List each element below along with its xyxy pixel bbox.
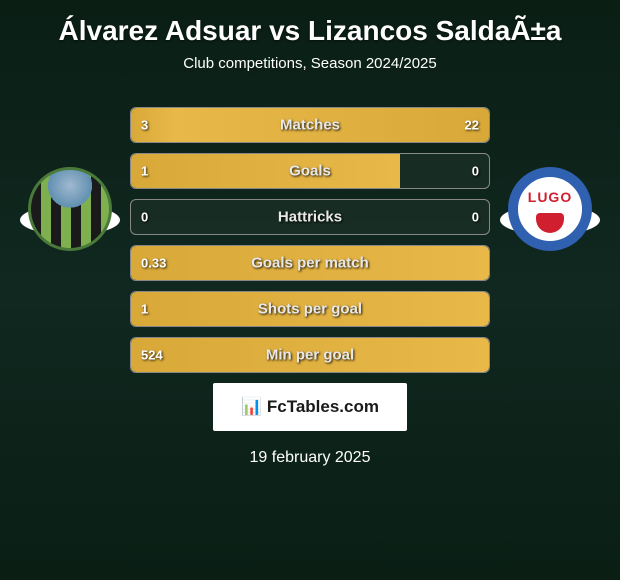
footer: FcTables.com 19 february 2025 (130, 383, 490, 467)
stat-fill-left (131, 154, 400, 188)
stat-bar: 1 Shots per goal (130, 291, 490, 327)
team-right-container (500, 167, 600, 267)
stat-row-shots-per-goal: 1 Shots per goal (130, 291, 490, 327)
stat-bar: 1 Goals 0 (130, 153, 490, 189)
date-text: 19 february 2025 (130, 449, 490, 467)
stat-value-left: 524 (141, 348, 163, 363)
stat-value-left: 0 (141, 210, 148, 225)
comparison-content: 3 Matches 22 1 Goals 0 0 Hattricks 0 (0, 77, 620, 487)
stat-label: Goals (289, 163, 331, 180)
brand-badge: FcTables.com (213, 383, 407, 431)
stat-value-left: 1 (141, 164, 148, 179)
page-title: Álvarez Adsuar vs Lizancos SaldaÃ±a (10, 15, 610, 47)
stats-container: 3 Matches 22 1 Goals 0 0 Hattricks 0 (130, 107, 490, 373)
stat-row-min-per-goal: 524 Min per goal (130, 337, 490, 373)
stat-value-left: 0.33 (141, 256, 166, 271)
team-left-container (20, 167, 120, 267)
stat-value-right: 0 (472, 164, 479, 179)
stat-label: Shots per goal (258, 301, 362, 318)
header: Álvarez Adsuar vs Lizancos SaldaÃ±a Club… (0, 0, 620, 77)
stat-row-goals-per-match: 0.33 Goals per match (130, 245, 490, 281)
stat-label: Hattricks (278, 209, 342, 226)
stat-row-goals: 1 Goals 0 (130, 153, 490, 189)
page-subtitle: Club competitions, Season 2024/2025 (10, 55, 610, 72)
stat-value-left: 3 (141, 118, 148, 133)
stat-bar: 524 Min per goal (130, 337, 490, 373)
stat-bar: 3 Matches 22 (130, 107, 490, 143)
stat-bar: 0 Hattricks 0 (130, 199, 490, 235)
stat-bar: 0.33 Goals per match (130, 245, 490, 281)
stat-row-matches: 3 Matches 22 (130, 107, 490, 143)
stat-fill-left (131, 108, 174, 142)
stat-label: Goals per match (251, 255, 369, 272)
stat-value-right: 22 (465, 118, 479, 133)
stat-row-hattricks: 0 Hattricks 0 (130, 199, 490, 235)
stat-value-right: 0 (472, 210, 479, 225)
stat-label: Matches (280, 117, 340, 134)
stat-label: Min per goal (266, 347, 354, 364)
team-badge-lugo (508, 167, 592, 251)
team-badge-sestao (28, 167, 112, 251)
stat-value-left: 1 (141, 302, 148, 317)
